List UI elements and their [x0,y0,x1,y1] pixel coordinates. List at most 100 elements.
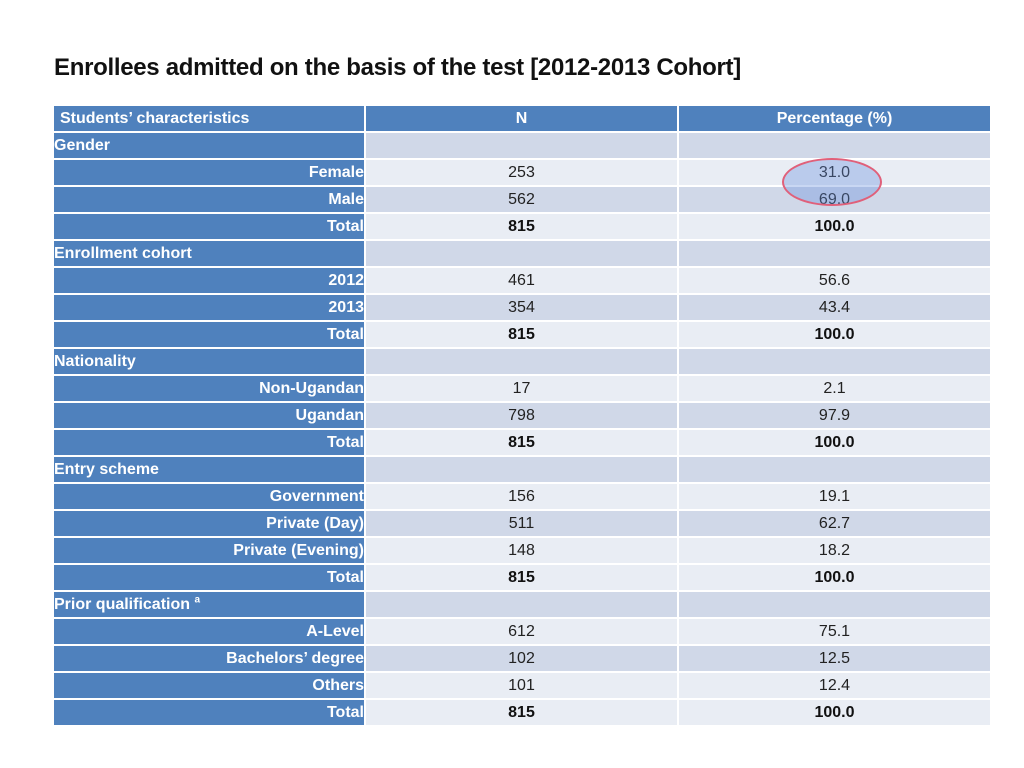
count-cell: 815 [364,563,679,592]
row-label: Total [52,320,366,349]
row-label: Total [52,698,366,727]
count-cell: 815 [364,428,679,457]
row-label: 2013 [52,293,366,322]
page-title: Enrollees admitted on the basis of the t… [54,54,741,81]
percentage-cell: 69.0 [677,185,992,214]
empty-cell [677,347,992,376]
count-cell: 815 [364,320,679,349]
header-n: N [364,104,679,133]
table-row: Private (Evening) 148 18.2 [52,536,992,565]
header-percentage: Percentage (%) [677,104,992,133]
percentage-cell: 31.0 [677,158,992,187]
percentage-cell: 12.4 [677,671,992,700]
count-cell: 815 [364,698,679,727]
empty-cell [677,131,992,160]
total-row: Total 815 100.0 [52,563,992,592]
category-name: Gender [54,137,111,154]
empty-cell [364,131,679,160]
count-cell: 562 [364,185,679,214]
count-cell: 511 [364,509,679,538]
row-label: A-Level [52,617,366,646]
percentage-cell: 43.4 [677,293,992,322]
count-cell: 612 [364,617,679,646]
row-label: Total [52,428,366,457]
row-label: Male [52,185,366,214]
category-row: Prior qualification a [52,590,992,619]
percentage-cell: 97.9 [677,401,992,430]
count-cell: 148 [364,536,679,565]
row-label: Private (Day) [52,509,366,538]
percentage-cell: 100.0 [677,212,992,241]
category-name: Entry scheme [54,461,159,478]
percentage-cell: 19.1 [677,482,992,511]
table-body: Gender Female 253 31.0 Male 562 69.0 Total 815 10… [52,131,992,727]
category-label: Gender [52,131,366,160]
category-row: Enrollment cohort [52,239,992,268]
table-row: Non-Ugandan 17 2.1 [52,374,992,403]
empty-cell [364,455,679,484]
count-cell: 253 [364,158,679,187]
percentage-cell: 100.0 [677,428,992,457]
table-row: Government 156 19.1 [52,482,992,511]
total-row: Total 815 100.0 [52,698,992,727]
category-row: Entry scheme [52,455,992,484]
total-row: Total 815 100.0 [52,212,992,241]
empty-cell [677,590,992,619]
count-cell: 798 [364,401,679,430]
category-row: Gender [52,131,992,160]
total-row: Total 815 100.0 [52,428,992,457]
category-name: Prior qualification [54,596,191,613]
row-label: Ugandan [52,401,366,430]
row-label: Private (Evening) [52,536,366,565]
table-row: Bachelors’ degree 102 12.5 [52,644,992,673]
count-cell: 461 [364,266,679,295]
footnote-marker: a [194,594,201,606]
count-cell: 102 [364,644,679,673]
category-label: Prior qualification a [52,590,366,619]
row-label: Non-Ugandan [52,374,366,403]
table-row: 2012 461 56.6 [52,266,992,295]
percentage-cell: 18.2 [677,536,992,565]
percentage-cell: 100.0 [677,698,992,727]
row-label: Bachelors’ degree [52,644,366,673]
category-label: Enrollment cohort [52,239,366,268]
empty-cell [677,239,992,268]
percentage-cell: 75.1 [677,617,992,646]
category-label: Entry scheme [52,455,366,484]
percentage-cell: 56.6 [677,266,992,295]
category-name: Enrollment cohort [54,245,192,262]
row-label: Female [52,158,366,187]
table-row: Male 562 69.0 [52,185,992,214]
count-cell: 354 [364,293,679,322]
category-label: Nationality [52,347,366,376]
enrollees-table: Students’ characteristics N Percentage (… [52,104,992,727]
total-row: Total 815 100.0 [52,320,992,349]
percentage-cell: 100.0 [677,320,992,349]
percentage-cell: 100.0 [677,563,992,592]
table-row: Others 101 12.4 [52,671,992,700]
empty-cell [364,347,679,376]
table-row: Ugandan 798 97.9 [52,401,992,430]
table-row: 2013 354 43.4 [52,293,992,322]
empty-cell [364,590,679,619]
percentage-cell: 12.5 [677,644,992,673]
table-row: Female 253 31.0 [52,158,992,187]
count-cell: 815 [364,212,679,241]
percentage-cell: 2.1 [677,374,992,403]
count-cell: 156 [364,482,679,511]
empty-cell [677,455,992,484]
row-label: Government [52,482,366,511]
row-label: Total [52,563,366,592]
table-row: Private (Day) 511 62.7 [52,509,992,538]
header-characteristics: Students’ characteristics [52,104,366,133]
count-cell: 101 [364,671,679,700]
table-row: A-Level 612 75.1 [52,617,992,646]
table-header-row: Students’ characteristics N Percentage (… [52,104,992,133]
row-label: Total [52,212,366,241]
row-label: 2012 [52,266,366,295]
row-label: Others [52,671,366,700]
count-cell: 17 [364,374,679,403]
category-name: Nationality [54,353,136,370]
percentage-cell: 62.7 [677,509,992,538]
category-row: Nationality [52,347,992,376]
